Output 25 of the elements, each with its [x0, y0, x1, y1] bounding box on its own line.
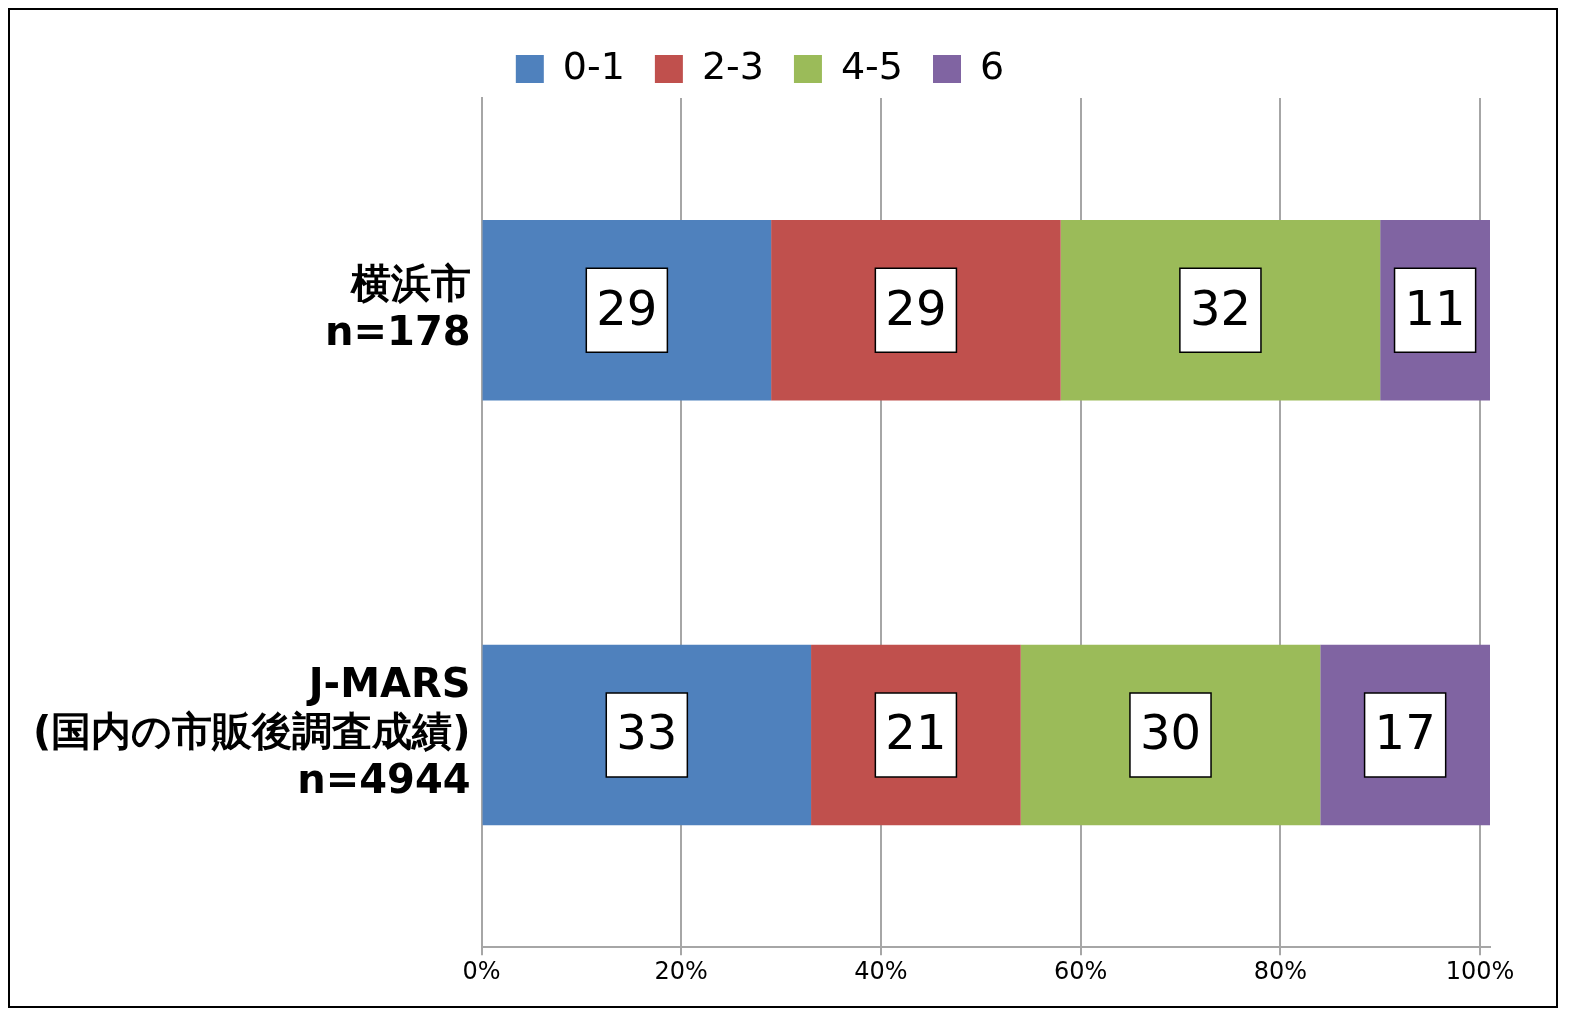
bar [1020, 644, 1321, 826]
data-label: 33 [616, 704, 678, 761]
x-tick-label: 80% [1253, 956, 1307, 985]
legend-label: 4-5 [840, 43, 904, 88]
x-tick-label: 0% [462, 956, 501, 985]
data-label: 21 [885, 704, 947, 761]
bar [482, 220, 772, 401]
data-label: 11 [1404, 279, 1466, 336]
x-tick-label: 20% [654, 956, 708, 985]
x-tick-label: 40% [854, 956, 908, 985]
x-tick-label: 60% [1053, 956, 1108, 985]
legend-label: 6 [980, 43, 1005, 88]
data-label: 17 [1374, 704, 1436, 761]
bar [771, 220, 1061, 401]
x-tick-label: 100% [1445, 956, 1515, 985]
y-tick-label: 横浜市 n=178 [325, 259, 471, 354]
y-tick-label: J-MARS (国内の市販後調査成績) n=4944 [33, 660, 471, 803]
data-label: 32 [1189, 279, 1251, 336]
legend-label: 2-3 [701, 43, 764, 88]
data-label: 29 [596, 279, 658, 336]
bar [482, 644, 812, 826]
data-label: 29 [885, 279, 947, 336]
bar [1060, 220, 1381, 401]
data-label: 30 [1139, 704, 1202, 761]
legend-label: 0-1 [562, 43, 625, 88]
